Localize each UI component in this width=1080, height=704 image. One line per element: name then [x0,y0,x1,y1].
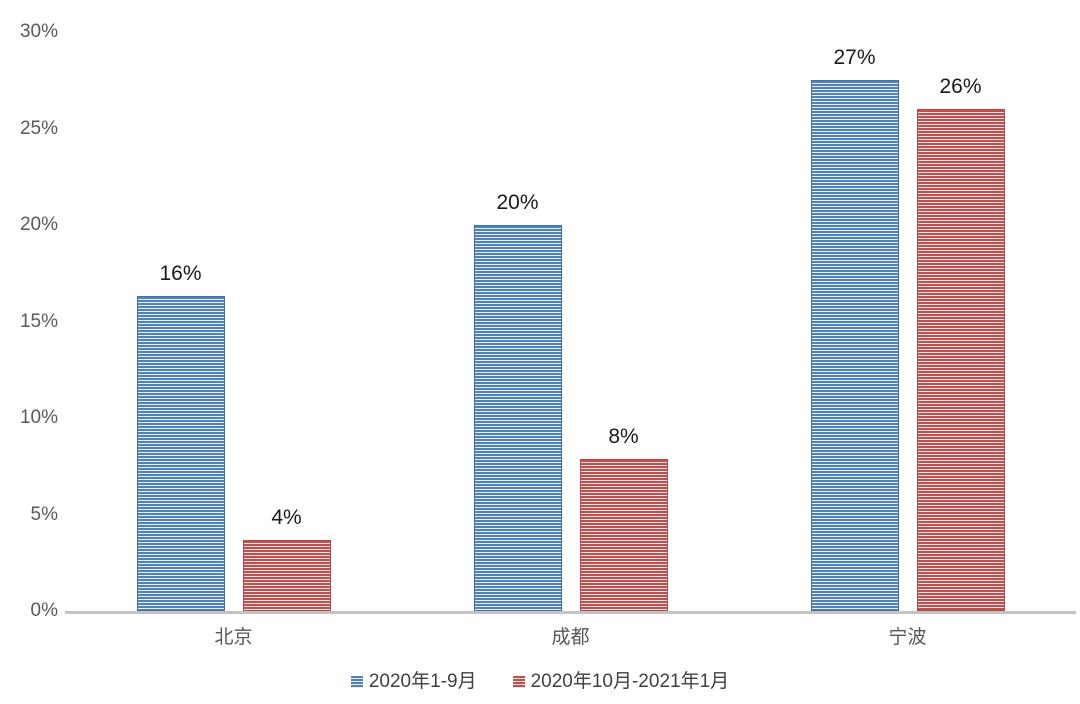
legend: 2020年1-9月 2020年10月-2021年1月 [0,671,1080,693]
y-axis-tick-label: 20% [19,214,58,235]
bar-2020-oct-2021-jan-chengdu [579,459,668,611]
legend-label-2020-jan-sep: 2020年1-9月 [368,671,477,692]
data-label-2020-oct-2021-jan-beijing: 4% [271,506,302,529]
data-label-2020-oct-2021-jan-chengdu: 8% [608,425,639,448]
data-label-2020-jan-sep-chengdu: 20% [496,191,539,214]
legend-item-2020-jan-sep: 2020年1-9月 [350,671,477,693]
bar-2020-jan-sep-ningbo [810,80,899,611]
bar-2020-jan-sep-chengdu [473,225,562,611]
y-axis-tick-label: 0% [30,600,58,621]
data-label-2020-jan-sep-ningbo: 27% [833,46,876,69]
y-axis-tick-label: 5% [30,503,58,525]
bar-2020-oct-2021-jan-ningbo [916,109,1005,611]
x-axis-line [65,611,1076,614]
legend-swatch-2020-jan-sep [350,676,363,688]
x-axis-category-label-chengdu: 成都 [551,627,590,648]
y-axis-tick-label: 25% [19,117,58,139]
legend-label-2020-oct-2021-jan: 2020年10月-2021年1月 [530,671,730,692]
legend-item-2020-oct-2021-jan: 2020年10月-2021年1月 [512,671,730,693]
data-label-2020-jan-sep-beijing: 16% [159,262,202,285]
bar-2020-jan-sep-beijing [136,296,225,611]
y-axis-tick-label: 10% [19,407,58,428]
bar-2020-oct-2021-jan-beijing [242,540,331,611]
data-label-2020-oct-2021-jan-ningbo: 26% [939,75,982,98]
y-axis-tick-label: 15% [19,310,58,332]
x-axis-category-label-ningbo: 宁波 [888,627,927,648]
y-axis-tick-label: 30% [19,21,58,42]
x-axis-category-label-beijing: 北京 [214,627,253,648]
legend-swatch-2020-oct-2021-jan [512,676,525,688]
